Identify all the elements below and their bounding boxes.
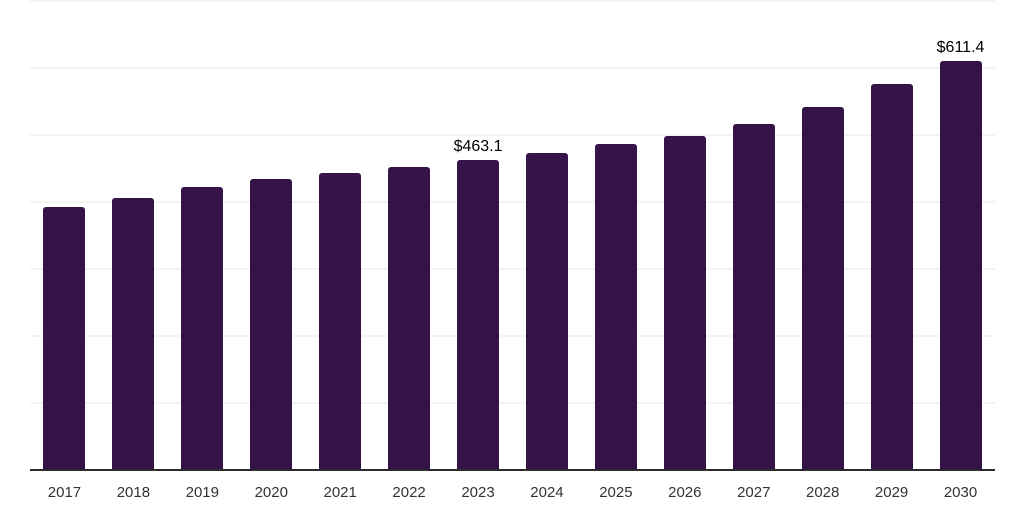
- bar-2021: [319, 173, 362, 470]
- tick-label-2019: 2019: [185, 484, 219, 501]
- tick-label-2017: 2017: [47, 484, 82, 501]
- bar-2030: [939, 60, 982, 470]
- bar-2020: [250, 178, 293, 470]
- gridline-700: [30, 0, 995, 3]
- tick-label-2023: 2023: [461, 484, 495, 501]
- gridline-100: [30, 402, 995, 405]
- tick-label-2022: 2022: [392, 484, 426, 501]
- gridline-600: [30, 67, 995, 70]
- bar-2023: [457, 159, 500, 470]
- bar-2024: [525, 152, 568, 470]
- data-label-2030: $611.4: [936, 38, 985, 56]
- tick-label-2026: 2026: [668, 484, 702, 501]
- tick-label-2018: 2018: [116, 484, 151, 501]
- tick-label-2029: 2029: [874, 484, 909, 501]
- tick-label-2027: 2027: [737, 484, 771, 501]
- gridline-500: [30, 134, 995, 137]
- bar-2028: [801, 107, 844, 470]
- bar-2026: [663, 135, 706, 470]
- bar-2027: [732, 123, 775, 470]
- bar-2017: [43, 206, 86, 470]
- bar-2029: [870, 83, 913, 470]
- tick-label-2021: 2021: [323, 484, 357, 501]
- bar-2019: [181, 186, 224, 470]
- x-axis-line: [30, 469, 995, 471]
- gridline-300: [30, 268, 995, 271]
- data-label-2023: $463.1: [453, 137, 503, 155]
- tick-label-2020: 2020: [254, 484, 288, 501]
- bar-2025: [594, 143, 637, 470]
- tick-label-2025: 2025: [599, 484, 633, 501]
- gridline-400: [30, 201, 995, 204]
- gridline-200: [30, 335, 995, 338]
- tick-label-2024: 2024: [530, 484, 564, 501]
- bar-2018: [112, 198, 155, 470]
- tick-label-2028: 2028: [805, 484, 840, 501]
- tick-label-2030: 2030: [943, 484, 978, 501]
- bar-2022: [388, 166, 431, 470]
